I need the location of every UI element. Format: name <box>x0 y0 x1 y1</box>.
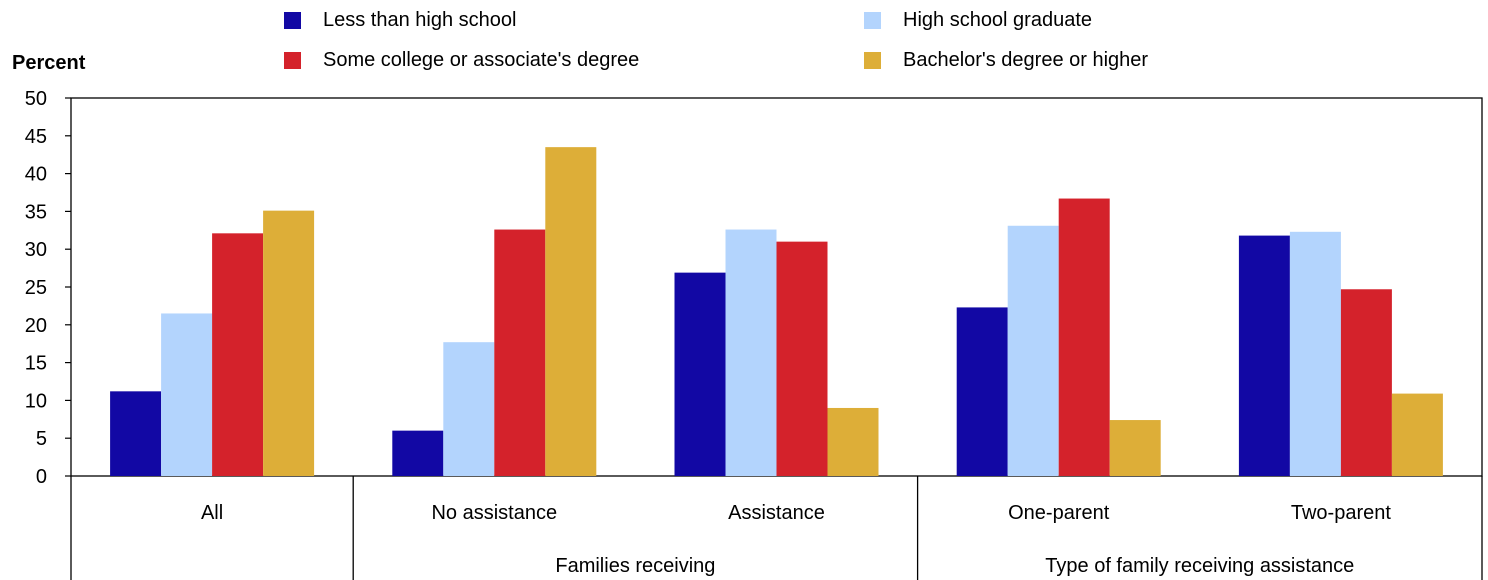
y-axis-label: Percent <box>12 52 86 74</box>
y-tick-label: 15 <box>25 353 47 375</box>
legend-swatch <box>284 11 301 29</box>
legend-label: Some college or associate's degree <box>323 48 640 71</box>
y-tick-label: 25 <box>25 277 47 299</box>
bar <box>110 391 162 476</box>
y-tick-label: 50 <box>25 88 47 110</box>
bar <box>263 210 315 477</box>
legend-item-less-than-high-school: Less than high school <box>284 6 516 34</box>
chart-legend: Less than high school High school gradua… <box>0 0 1488 80</box>
legend-swatch <box>284 51 301 69</box>
legend-label: Less than high school <box>323 8 517 31</box>
group-label: Type of family receiving assistance <box>1045 555 1354 577</box>
x-tick-label: One-parent <box>1008 502 1110 524</box>
y-tick-label: 30 <box>25 239 47 261</box>
bar <box>161 313 213 476</box>
bar <box>494 229 546 476</box>
bar <box>1238 235 1290 476</box>
y-tick-label: 45 <box>25 126 47 148</box>
bar <box>1109 420 1161 476</box>
group-label: Families receiving <box>555 555 715 577</box>
x-tick-label: All <box>201 502 223 524</box>
x-tick-label: Assistance <box>728 502 825 524</box>
y-tick-label: 40 <box>25 164 47 186</box>
y-tick-label: 0 <box>36 466 47 488</box>
bar <box>1340 289 1392 476</box>
bar <box>1007 225 1059 476</box>
bar <box>1391 393 1443 476</box>
legend-item-high-school-graduate: High school graduate <box>864 6 1092 34</box>
y-tick-label: 35 <box>25 201 47 223</box>
bar <box>776 241 828 476</box>
legend-label: High school graduate <box>903 8 1093 31</box>
bar <box>212 233 264 476</box>
legend-swatch <box>864 51 881 69</box>
bar <box>1058 198 1110 476</box>
bar <box>674 272 726 476</box>
y-tick-label: 5 <box>36 428 47 450</box>
y-tick-label: 20 <box>25 315 47 337</box>
bar <box>392 430 444 476</box>
x-tick-label: Two-parent <box>1291 502 1391 524</box>
bar <box>956 307 1008 476</box>
legend-item-some-college: Some college or associate's degree <box>284 46 639 74</box>
legend-item-bachelors: Bachelor's degree or higher <box>864 46 1148 74</box>
x-tick-label: No assistance <box>431 502 557 524</box>
bar <box>725 229 777 476</box>
bar <box>443 342 495 476</box>
y-tick-label: 10 <box>25 390 47 412</box>
bar <box>827 407 879 476</box>
bar <box>545 147 597 476</box>
legend-label: Bachelor's degree or higher <box>903 48 1149 71</box>
bar <box>1289 231 1341 476</box>
legend-swatch <box>864 11 881 29</box>
